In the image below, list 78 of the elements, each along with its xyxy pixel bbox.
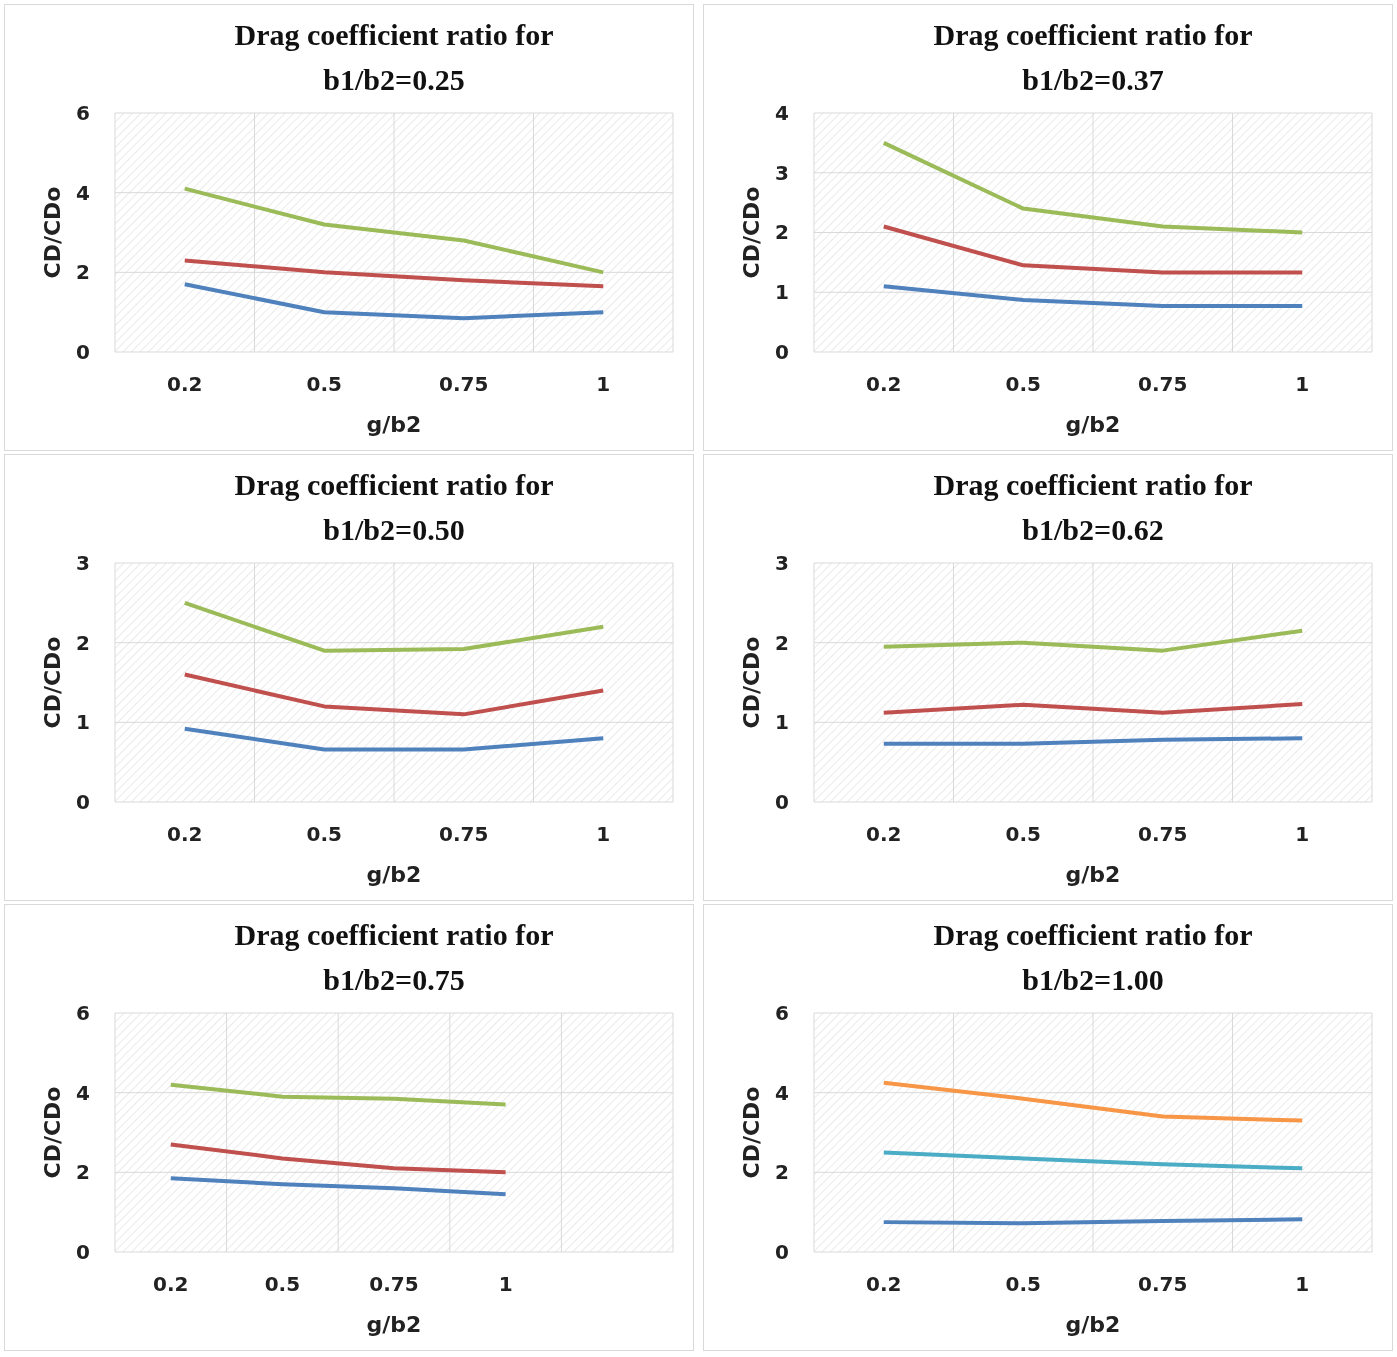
y-tick-label: 0 xyxy=(775,1239,789,1264)
x-axis-title: g/b2 xyxy=(366,1312,422,1337)
line-series xyxy=(168,1082,508,1107)
y-tick-label: 2 xyxy=(76,1160,90,1185)
y-tick-label: 3 xyxy=(775,160,789,185)
x-tick-label: 0.5 xyxy=(1005,822,1041,847)
x-tick-label: 0.75 xyxy=(439,372,489,397)
x-axis-title: g/b2 xyxy=(366,412,422,437)
y-tick-label: 6 xyxy=(775,1000,789,1025)
y-tick-label: 2 xyxy=(76,260,90,285)
line-series xyxy=(168,1142,508,1175)
y-tick-label: 0 xyxy=(775,789,789,814)
chart-title: Drag coefficient ratio for b1/b2=0.75 xyxy=(234,918,554,996)
x-tick-label: 0.5 xyxy=(1005,372,1041,397)
chart-title: Drag coefficient ratio for b1/b2=0.25 xyxy=(234,18,554,96)
x-axis-title: g/b2 xyxy=(1065,412,1121,437)
x-axis-title: g/b2 xyxy=(366,862,422,887)
x-tick-label: 0.5 xyxy=(264,1272,301,1297)
y-tick-label: 2 xyxy=(775,630,789,655)
y-tick-label: 1 xyxy=(775,280,789,305)
x-axis-title: g/b2 xyxy=(1065,1312,1121,1337)
y-tick-label: 4 xyxy=(775,100,789,125)
x-tick-label: 0.75 xyxy=(369,1272,419,1297)
x-tick-label: 1 xyxy=(1295,1272,1310,1297)
x-tick-label: 1 xyxy=(1295,822,1310,847)
x-tick-label: 0.75 xyxy=(1138,372,1188,397)
line-series xyxy=(182,672,606,717)
y-tick-label: 2 xyxy=(775,220,789,245)
line-series xyxy=(168,1176,508,1197)
y-tick-label: 2 xyxy=(775,1160,789,1185)
chart-title: Drag coefficient ratio for b1/b2=0.50 xyxy=(234,468,554,546)
y-axis-title: CD/CDo xyxy=(40,636,65,729)
y-axis-title: CD/CDo xyxy=(739,636,764,729)
x-tick-label: 0.75 xyxy=(1138,822,1188,847)
x-tick-label: 0.5 xyxy=(306,372,342,397)
x-tick-label: 0.5 xyxy=(306,822,342,847)
x-tick-label: 0.2 xyxy=(167,372,203,397)
line-series xyxy=(881,1080,1305,1123)
chart-title: Drag coefficient ratio for b1/b2=0.37 xyxy=(933,18,1253,96)
x-tick-label: 1 xyxy=(498,1272,513,1297)
x-tick-label: 0.75 xyxy=(1138,1272,1188,1297)
x-tick-label: 0.2 xyxy=(167,822,203,847)
x-tick-label: 0.5 xyxy=(1005,1272,1041,1297)
y-axis-title: CD/CDo xyxy=(40,186,65,279)
y-tick-label: 3 xyxy=(76,550,90,575)
x-tick-label: 1 xyxy=(596,822,611,847)
line-series xyxy=(881,140,1305,235)
x-tick-label: 1 xyxy=(1295,372,1310,397)
y-tick-label: 4 xyxy=(76,1080,90,1105)
x-tick-label: 0.2 xyxy=(866,1272,902,1297)
line-series xyxy=(182,600,606,653)
line-series xyxy=(881,1150,1305,1171)
y-tick-label: 4 xyxy=(76,180,90,205)
y-tick-label: 3 xyxy=(775,550,789,575)
y-tick-label: 1 xyxy=(76,710,90,735)
chart-title: Drag coefficient ratio for b1/b2=1.00 xyxy=(933,918,1253,996)
line-series xyxy=(182,258,606,289)
y-tick-label: 0 xyxy=(775,339,789,364)
y-tick-label: 0 xyxy=(76,789,90,814)
y-tick-label: 2 xyxy=(76,630,90,655)
x-tick-label: 0.2 xyxy=(866,372,902,397)
x-tick-label: 1 xyxy=(596,372,611,397)
y-axis-title: CD/CDo xyxy=(739,1086,764,1179)
x-axis-title: g/b2 xyxy=(1065,862,1121,887)
y-tick-label: 6 xyxy=(76,100,90,125)
line-series xyxy=(182,186,606,275)
y-tick-label: 0 xyxy=(76,1239,90,1264)
x-tick-label: 0.2 xyxy=(153,1272,189,1297)
y-axis-title: CD/CDo xyxy=(40,1086,65,1179)
x-tick-label: 0.75 xyxy=(439,822,489,847)
y-axis-title: CD/CDo xyxy=(739,186,764,279)
y-tick-label: 6 xyxy=(76,1000,90,1025)
y-tick-label: 0 xyxy=(76,339,90,364)
line-series xyxy=(881,628,1305,653)
x-tick-label: 0.2 xyxy=(866,822,902,847)
chart-title: Drag coefficient ratio for b1/b2=0.62 xyxy=(933,468,1253,546)
y-tick-label: 1 xyxy=(775,710,789,735)
y-tick-label: 4 xyxy=(775,1080,789,1105)
